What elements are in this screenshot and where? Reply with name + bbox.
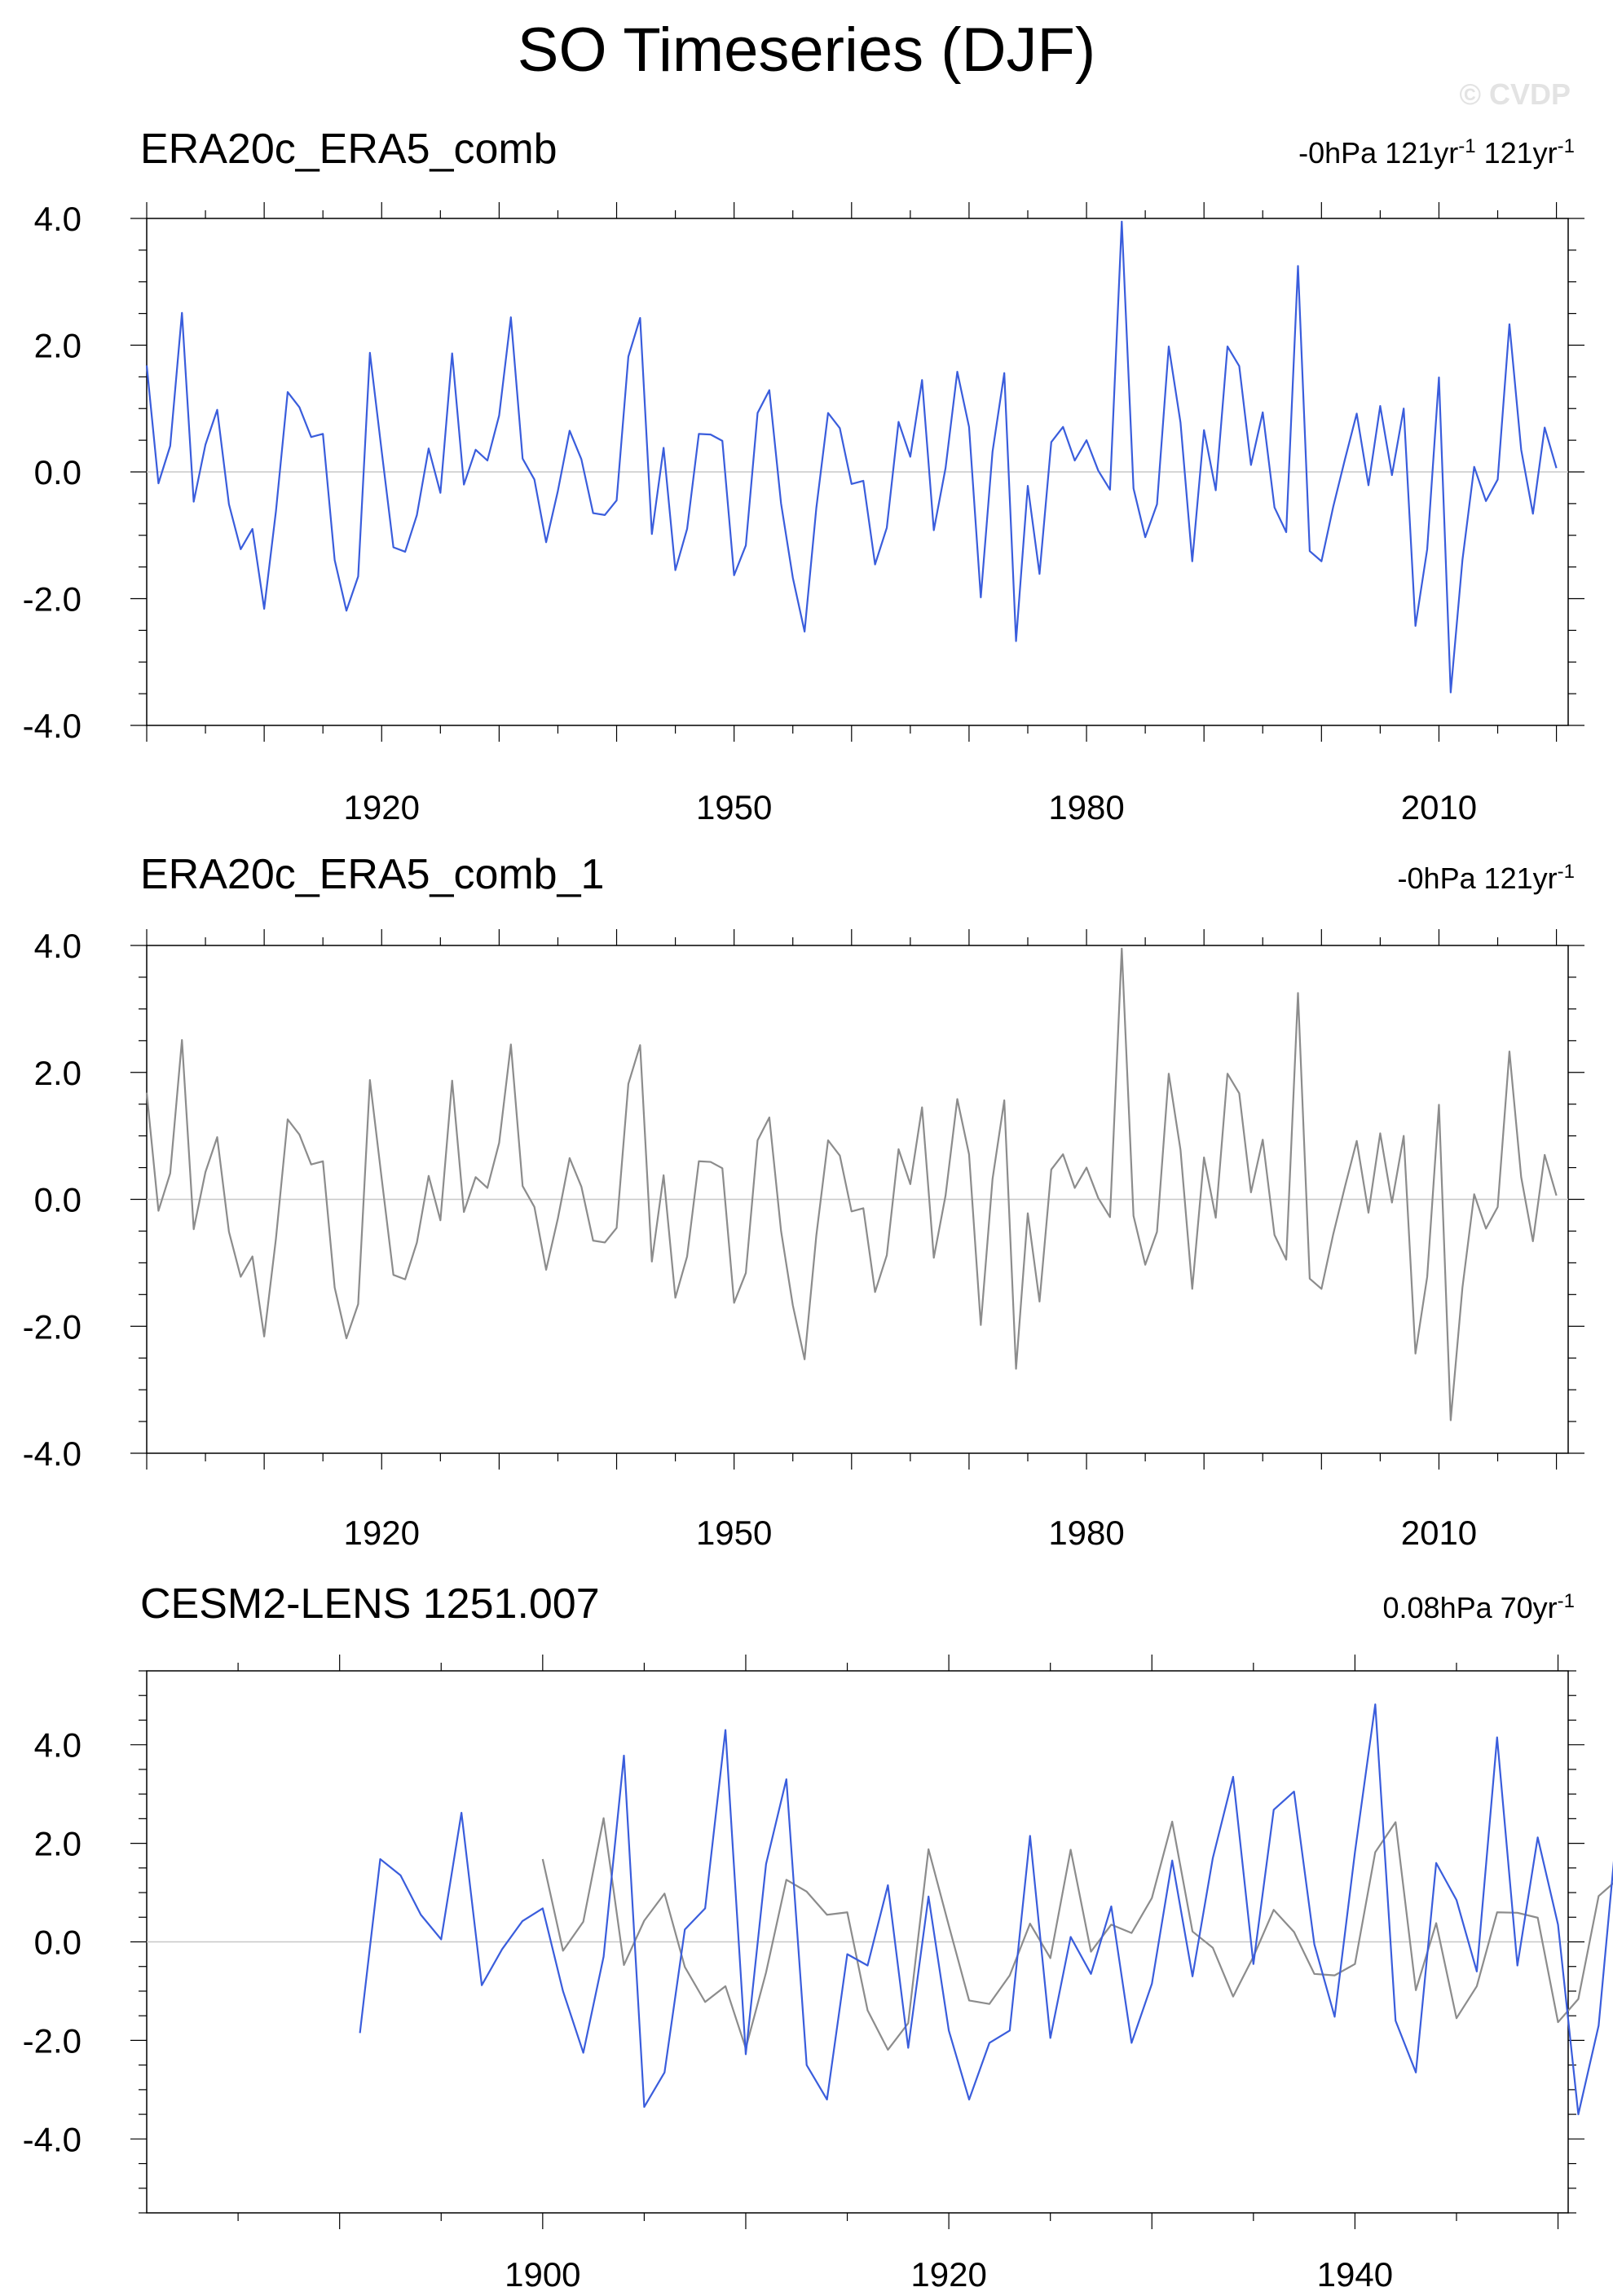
y-tick-label: 2.0 (34, 327, 82, 365)
y-tick-label: 4.0 (34, 200, 82, 238)
y-tick-label: -4.0 (23, 1434, 82, 1473)
y-tick-label: 0.0 (34, 1181, 82, 1219)
panel-title: ERA20c_ERA5_comb (140, 126, 557, 173)
chart-panel-3: CESM2-LENS 1251.007 0.08hPa 70yr-1 4.0 2.0 0… (23, 1580, 1613, 2294)
series-line-observed (541, 1817, 1613, 2051)
chart-panel-1: ERA20c_ERA5_comb -0hPa 121yr-1 121yr-1 4.0… (23, 126, 1584, 826)
y-tick-label: 4.0 (34, 1726, 82, 1765)
main-title: SO Timeseries (DJF) (517, 15, 1096, 85)
y-tick-label: 2.0 (34, 1054, 82, 1092)
y-tick-label: -4.0 (23, 2120, 82, 2158)
series-line-observed (145, 947, 1558, 1421)
x-tick-label: 1940 (1317, 2255, 1393, 2294)
x-tick-label: 1920 (344, 1514, 420, 1552)
watermark: © CVDP (1459, 77, 1571, 111)
y-tick-label: -2.0 (23, 1307, 82, 1346)
y-tick-label: -4.0 (23, 707, 82, 745)
x-tick-label: 1980 (1048, 1514, 1124, 1552)
chart-panel-2: ERA20c_ERA5_comb_1 -0hPa 121yr-1 4.0 2.0 0.0… (23, 851, 1584, 1552)
series-line-observed (145, 220, 1558, 694)
panel-title: ERA20c_ERA5_comb_1 (140, 851, 604, 898)
x-tick-label: 1920 (910, 2255, 986, 2294)
panel-annotation: 0.08hPa 70yr-1 (1383, 1590, 1576, 1625)
panel-annotation: -0hPa 121yr-1 121yr-1 (1298, 135, 1575, 170)
x-tick-label: 1920 (344, 788, 420, 826)
x-tick-label: 2010 (1401, 788, 1477, 826)
x-tick-label: 1980 (1048, 788, 1124, 826)
x-tick-label: 2010 (1401, 1514, 1477, 1552)
y-tick-label: -2.0 (23, 580, 82, 619)
series-line-model (359, 1703, 1613, 2116)
y-tick-label: 0.0 (34, 1924, 82, 1962)
panel-title: CESM2-LENS 1251.007 (140, 1580, 600, 1628)
y-tick-label: 4.0 (34, 927, 82, 965)
y-tick-label: 2.0 (34, 1825, 82, 1863)
x-tick-label: 1950 (696, 788, 772, 826)
panel-annotation: -0hPa 121yr-1 (1398, 861, 1575, 896)
y-tick-label: -2.0 (23, 2021, 82, 2060)
y-tick-label: 0.0 (34, 453, 82, 491)
x-tick-label: 1900 (505, 2255, 580, 2294)
x-tick-label: 1950 (696, 1514, 772, 1552)
